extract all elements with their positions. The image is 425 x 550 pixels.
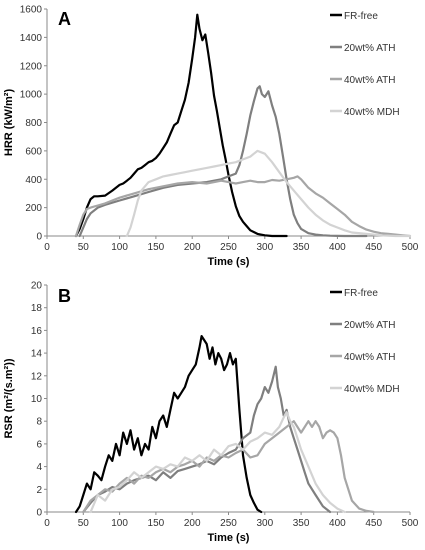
x-tick-label: 0 bbox=[44, 242, 50, 253]
x-tick-label: 350 bbox=[293, 518, 310, 529]
panel-label: A bbox=[58, 9, 71, 29]
series-line-2 bbox=[78, 85, 368, 238]
x-tick-label: 200 bbox=[184, 518, 201, 529]
x-tick-label: 200 bbox=[184, 242, 201, 253]
x-tick-label: 450 bbox=[365, 242, 382, 253]
x-tick-label: 350 bbox=[293, 242, 310, 253]
x-tick-label: 50 bbox=[78, 518, 90, 529]
y-tick-label: 800 bbox=[25, 118, 42, 129]
x-tick-label: 500 bbox=[402, 518, 419, 529]
series-line-3 bbox=[82, 420, 375, 514]
legend-label: 40wt% MDH bbox=[344, 107, 400, 118]
series-line-1 bbox=[74, 335, 263, 514]
x-tick-label: 150 bbox=[148, 242, 165, 253]
legend: FR-free 20wt% ATH 40wt% ATH 40wt% MDH bbox=[330, 11, 400, 118]
x-tick-label: 300 bbox=[256, 518, 273, 529]
x-tick-label: 100 bbox=[111, 518, 128, 529]
x-tick-label: 250 bbox=[220, 242, 237, 253]
legend-label: FR-free bbox=[344, 288, 378, 299]
y-tick-label: 2 bbox=[36, 485, 42, 496]
x-tick-label: 250 bbox=[220, 518, 237, 529]
legend: FR-free 20wt% ATH 40wt% ATH 40wt% MDH bbox=[330, 288, 400, 395]
y-axis-label: HRR (kW/m²) bbox=[3, 89, 15, 157]
series-line-1 bbox=[74, 13, 288, 238]
y-tick-label: 6 bbox=[36, 439, 42, 450]
series-line-2 bbox=[82, 365, 332, 514]
y-tick-label: 4 bbox=[36, 462, 42, 473]
series-line-4 bbox=[125, 149, 412, 238]
x-tick-label: 100 bbox=[111, 242, 128, 253]
legend-label: FR-free bbox=[344, 11, 378, 22]
x-tick-label: 0 bbox=[44, 518, 50, 529]
y-tick-label: 1000 bbox=[20, 90, 43, 101]
chart-panel-a: 0 200 400 600 800 1000 1200 1400 1600 0 50 100 150 20… bbox=[3, 5, 419, 269]
series-line-4 bbox=[89, 411, 346, 514]
x-tick-label: 150 bbox=[148, 518, 165, 529]
legend-label: 20wt% ATH bbox=[344, 43, 396, 54]
y-tick-label: 1600 bbox=[20, 5, 43, 16]
y-tick-label: 1400 bbox=[20, 33, 43, 44]
legend-label: 40wt% MDH bbox=[344, 384, 400, 395]
x-axis-label: Time (s) bbox=[208, 532, 250, 544]
y-tick-label: 200 bbox=[25, 203, 42, 214]
legend-label: 40wt% ATH bbox=[344, 75, 396, 86]
y-tick-label: 14 bbox=[31, 349, 43, 360]
x-tick-label: 300 bbox=[256, 242, 273, 253]
legend-label: 40wt% ATH bbox=[344, 352, 396, 363]
x-tick-label: 400 bbox=[329, 242, 346, 253]
y-tick-label: 0 bbox=[36, 508, 42, 519]
y-tick-label: 10 bbox=[31, 394, 43, 405]
y-axis-label: RSR (m²/(s.m²)) bbox=[3, 358, 15, 438]
y-tick-label: 12 bbox=[31, 371, 43, 382]
y-tick-label: 0 bbox=[36, 232, 42, 243]
y-tick-label: 18 bbox=[31, 303, 43, 314]
y-tick-label: 1200 bbox=[20, 61, 43, 72]
legend-label: 20wt% ATH bbox=[344, 320, 396, 331]
x-tick-label: 400 bbox=[329, 518, 346, 529]
x-tick-label: 450 bbox=[365, 518, 382, 529]
x-tick-label: 500 bbox=[402, 242, 419, 253]
y-tick-label: 8 bbox=[36, 417, 42, 428]
x-tick-label: 50 bbox=[78, 242, 90, 253]
series-line-3 bbox=[74, 175, 412, 238]
panel-label: B bbox=[58, 286, 71, 306]
y-tick-label: 600 bbox=[25, 146, 42, 157]
x-axis-label: Time (s) bbox=[208, 256, 250, 268]
y-tick-label: 400 bbox=[25, 175, 42, 186]
y-tick-label: 20 bbox=[31, 281, 43, 292]
y-tick-label: 16 bbox=[31, 326, 43, 337]
